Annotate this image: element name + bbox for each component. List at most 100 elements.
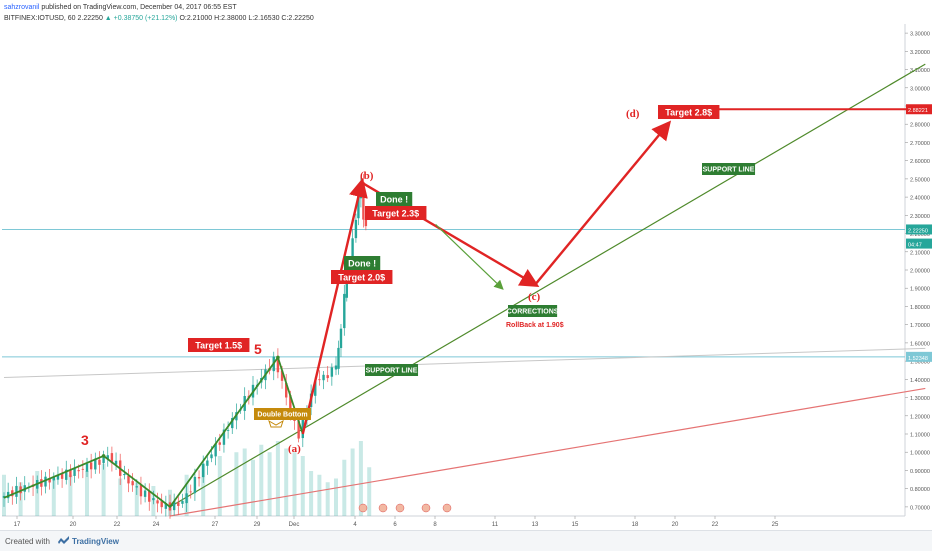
candle-body xyxy=(106,455,109,460)
volume-bar xyxy=(35,471,40,516)
target-2-0-label-box xyxy=(331,270,393,284)
candle-body xyxy=(152,498,155,501)
elliott-wave-green xyxy=(3,355,304,509)
target-2-8-label-box xyxy=(658,105,720,119)
candle-body xyxy=(343,293,346,329)
support-line-label-2-text: SUPPORT LINE xyxy=(703,167,755,174)
candle-body xyxy=(60,473,64,479)
volume-bar xyxy=(358,441,363,516)
event-flag-icon xyxy=(378,503,388,513)
y-tick-label: 0.70000 xyxy=(910,505,930,511)
support-line-label-1-box xyxy=(365,364,419,376)
x-tick-label: 15 xyxy=(572,522,579,528)
price-change: ▲ +0.38750 (+21.12%) xyxy=(104,15,178,22)
y-tick-label: 1.10000 xyxy=(910,433,930,439)
candle-body xyxy=(123,473,126,476)
done-label-1-box xyxy=(344,256,381,270)
y-tick-label: 2.00000 xyxy=(910,269,930,275)
publish-info: sahzrovanil published on TradingView.com… xyxy=(4,4,237,11)
volume-bar xyxy=(217,456,222,516)
done-label-1-text: Done ! xyxy=(348,259,376,269)
candle-body xyxy=(139,484,143,497)
y-tick-label: 0.90000 xyxy=(910,469,930,475)
candle-body xyxy=(189,491,192,493)
footer-bar: Created with TradingView xyxy=(0,530,932,551)
volume-bar xyxy=(234,452,239,516)
y-tick-label: 1.00000 xyxy=(910,451,930,457)
y-tick-label: 2.30000 xyxy=(910,214,930,220)
double-bottom-label-box xyxy=(254,408,311,420)
candle-body xyxy=(231,418,234,429)
event-flag-icon xyxy=(421,503,431,513)
volume-bar xyxy=(284,448,289,516)
y-tick-label: 2.80000 xyxy=(910,123,930,129)
candle-body xyxy=(44,476,47,487)
wave-label-3: 3 xyxy=(81,432,89,448)
target-2-8-label-text: Target 2.8$ xyxy=(665,108,712,118)
support-line-label-2-box xyxy=(702,163,756,175)
price-tag xyxy=(906,224,932,235)
wave-pivot-marker xyxy=(276,355,280,360)
candle-body xyxy=(94,458,97,470)
volume-bar xyxy=(300,456,305,516)
y-tick-label: 1.40000 xyxy=(910,378,930,384)
rollback-text: RollBack at 1.90$ xyxy=(506,322,564,329)
candle-body xyxy=(11,490,14,497)
candle-body xyxy=(297,420,300,439)
candle-body xyxy=(110,453,114,464)
target-1-5-label: Target 1.5$ xyxy=(188,338,250,352)
y-tick-label: 2.60000 xyxy=(910,159,930,165)
y-tick-label: 1.50000 xyxy=(910,360,930,366)
y-tick-label: 1.20000 xyxy=(910,414,930,420)
candle-body xyxy=(77,470,80,472)
support-line-label-1-text: SUPPORT LINE xyxy=(366,368,418,375)
target-2-0-label: Target 2.0$ xyxy=(331,270,393,284)
double-bottom-label-text: Double Bottom xyxy=(257,412,307,419)
done-label-2: Done ! xyxy=(376,192,413,206)
candle-body xyxy=(318,379,321,381)
support-trendline xyxy=(169,63,926,508)
x-tick-label: 11 xyxy=(492,522,499,528)
last-price: 2.22250 xyxy=(77,15,103,22)
volume-bar xyxy=(118,478,123,516)
candle-body xyxy=(69,469,72,478)
candle-body xyxy=(197,477,201,479)
x-tick-label: 18 xyxy=(632,522,639,528)
x-tick-label: 24 xyxy=(153,522,160,528)
created-with-text: Created with xyxy=(5,537,50,546)
price-chart[interactable]: 0.70000 0.80000 0.90000 1.00000 1.10000 1.200… xyxy=(0,24,932,530)
tradingview-logo-icon xyxy=(58,536,69,544)
target-2-3-label: Target 2.3$ xyxy=(365,206,427,220)
tradingview-brand[interactable]: TradingView xyxy=(72,537,119,546)
candle-body xyxy=(156,500,159,504)
candle-body xyxy=(276,357,280,373)
target-1-5-label-box xyxy=(188,338,250,352)
price-tag xyxy=(906,238,932,249)
x-tick-label: 17 xyxy=(14,522,21,528)
candle-body xyxy=(351,238,354,271)
event-flag-icon xyxy=(395,503,405,513)
candle-body xyxy=(81,468,85,470)
done-label-2-text: Done ! xyxy=(380,195,408,205)
corrections-label: CORRECTIONS xyxy=(507,305,559,317)
candle-body xyxy=(226,430,230,431)
wave-label-5: 5 xyxy=(254,341,262,357)
author-link[interactable]: sahzrovanil xyxy=(4,4,40,11)
candle-body xyxy=(19,486,22,494)
candle-body xyxy=(127,475,130,484)
y-tick-label: 2.70000 xyxy=(910,141,930,147)
target-2-8-label: Target 2.8$ xyxy=(658,105,720,119)
candle-body xyxy=(102,456,105,463)
price-tag-label: 04:47 xyxy=(908,243,922,249)
symbol-label: BITFINEX:IOTUSD, 60 xyxy=(4,15,76,22)
y-tick-label: 1.70000 xyxy=(910,323,930,329)
support-line-label-1: SUPPORT LINE xyxy=(365,364,419,376)
correction-arrow xyxy=(435,224,504,290)
volume-bar xyxy=(68,474,73,516)
wave-label-c: (c) xyxy=(528,291,541,303)
x-tick-label: 13 xyxy=(532,522,539,528)
candle-body xyxy=(334,365,338,370)
y-tick-label: 2.20000 xyxy=(910,232,930,238)
candle-body xyxy=(143,490,147,497)
candle-body xyxy=(73,468,76,476)
